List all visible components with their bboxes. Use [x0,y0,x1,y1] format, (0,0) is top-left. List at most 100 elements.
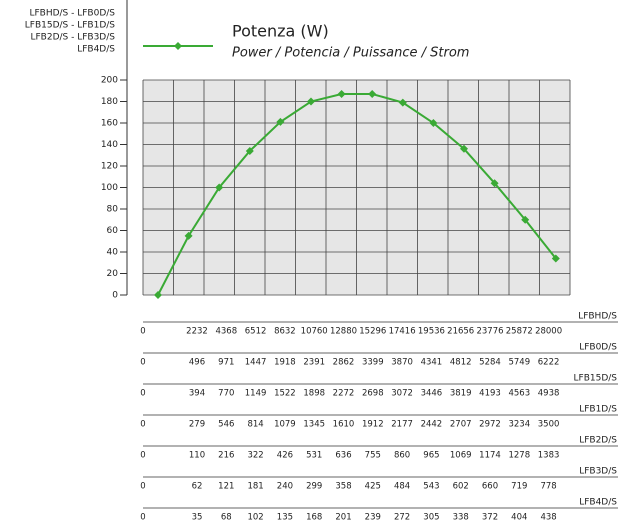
x-tick-label: 4193 [479,389,501,399]
x-tick-label: 2232 [186,327,208,337]
legend-label: LFB4D/S [77,45,115,55]
x-tick-label: 0 [140,482,145,492]
point [521,215,530,224]
point [398,98,407,107]
x-tick-label: 102 [247,513,263,523]
x-tick-label: 636 [335,451,351,461]
x-tick-label: 216 [218,451,234,461]
x-tick-label: 28000 [535,327,562,337]
x-tick-label: 201 [335,513,351,523]
point [184,231,193,240]
x-tick-label: 543 [423,482,439,492]
x-tick-label: 3234 [508,420,530,430]
x-tick-label: 1383 [538,451,560,461]
x-tick-label: 0 [140,451,145,461]
x-tick-label: 4341 [421,358,443,368]
legend-label: LFBHD/S - LFB0D/S [29,9,115,19]
x-tick-label: 770 [218,389,234,399]
x-tick-label: 3819 [450,389,472,399]
x-axis-name: LFB3D/S [579,467,617,477]
point [276,117,285,126]
x-tick-label: 2177 [391,420,413,430]
x-tick-label: 3072 [391,389,413,399]
x-tick-label: 4812 [450,358,472,368]
x-axis-name: LFB4D/S [579,498,617,508]
point [368,89,377,98]
point [215,183,224,192]
y-tick-label: 120 [101,162,118,172]
point [429,119,438,127]
y-tick-label: 200 [101,76,118,86]
x-tick-label: 1069 [450,451,472,461]
x-tick-label: 5749 [508,358,530,368]
x-tick-label: 1918 [274,358,296,368]
point [337,89,346,98]
x-tick-label: 305 [423,513,439,523]
x-tick-label: 755 [365,451,381,461]
x-tick-label: 21656 [447,327,474,337]
x-tick-label: 240 [277,482,293,492]
x-tick-label: 1447 [245,358,267,368]
y-tick-label: 100 [101,183,118,193]
x-tick-label: 3870 [391,358,413,368]
y-tick-label: 0 [112,291,118,301]
x-tick-label: 0 [140,358,145,368]
x-tick-label: 4938 [538,389,560,399]
x-tick-label: 438 [540,513,556,523]
x-tick-label: 6222 [538,358,560,368]
y-tick-label: 160 [101,119,118,129]
x-tick-label: 1610 [333,420,355,430]
x-tick-label: 0 [140,513,145,523]
x-tick-label: 2442 [421,420,443,430]
x-tick-label: 546 [218,420,234,430]
x-tick-label: 3500 [538,420,560,430]
chart-title: Potenza (W) [232,22,329,41]
x-tick-label: 778 [540,482,556,492]
series-line [157,92,557,296]
x-tick-label: 121 [218,482,234,492]
x-tick-label: 660 [482,482,498,492]
x-tick-label: 1079 [274,420,296,430]
x-tick-label: 1174 [479,451,501,461]
x-tick-label: 168 [306,513,322,523]
x-tick-label: 0 [140,420,145,430]
x-tick-label: 496 [189,358,205,368]
x-tick-label: 2272 [333,389,355,399]
y-tick-label: 80 [107,205,119,215]
y-tick-label: 180 [101,97,118,107]
x-axis-name: LFB0D/S [579,343,617,353]
x-tick-label: 719 [511,482,527,492]
x-axis-name: LFB15D/S [574,374,618,384]
x-tick-label: 23776 [476,327,503,337]
x-tick-label: 1912 [362,420,384,430]
y-tick-label: 20 [107,269,119,279]
point [490,179,499,188]
x-tick-label: 358 [335,482,351,492]
x-tick-label: 6512 [245,327,267,337]
x-tick-label: 1345 [303,420,325,430]
x-tick-label: 8632 [274,327,296,337]
x-tick-label: 426 [277,451,293,461]
x-tick-label: 272 [394,513,410,523]
x-tick-label: 860 [394,451,410,461]
x-tick-label: 35 [192,513,203,523]
x-tick-label: 68 [221,513,232,523]
x-tick-label: 404 [511,513,527,523]
chart-subtitle: Power / Potencia / Puissance / Strom [232,46,469,61]
x-tick-label: 965 [423,451,439,461]
x-tick-label: 372 [482,513,498,523]
x-tick-label: 1522 [274,389,296,399]
x-tick-label: 602 [453,482,469,492]
x-tick-label: 2707 [450,420,472,430]
x-tick-label: 5284 [479,358,501,368]
x-tick-label: 110 [189,451,205,461]
y-tick-label: 40 [107,248,119,258]
x-tick-label: 3399 [362,358,384,368]
x-tick-label: 4563 [508,389,530,399]
x-tick-label: 4368 [215,327,237,337]
x-tick-label: 2391 [303,358,325,368]
x-tick-label: 299 [306,482,322,492]
x-tick-label: 10760 [301,327,328,337]
y-tick-label: 60 [107,226,119,236]
point [460,144,468,153]
